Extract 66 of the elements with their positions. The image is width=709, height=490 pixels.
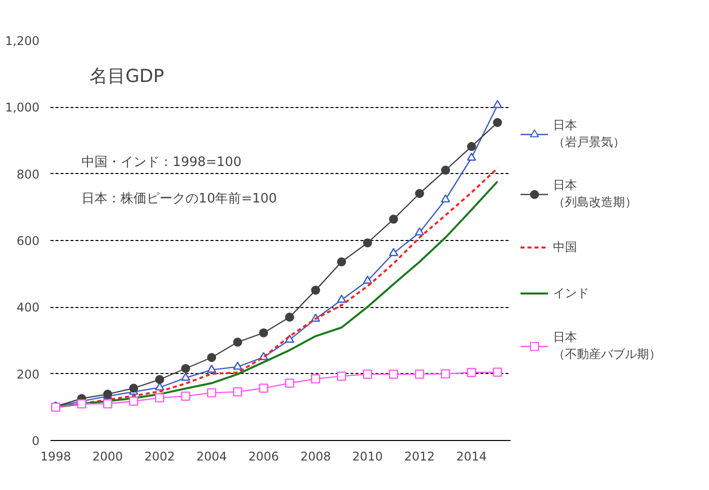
point — [440, 369, 450, 378]
y-tick-label: 600 — [16, 234, 40, 248]
point — [493, 118, 502, 127]
point — [492, 100, 502, 108]
annotation: 日本：株価ピークの10年前=100 — [82, 192, 277, 206]
point — [440, 194, 450, 202]
x-tick-label: 2014 — [456, 450, 487, 464]
point — [259, 328, 268, 338]
point — [311, 286, 320, 295]
point — [388, 248, 398, 256]
legend-label: 日本（不動産バブル期） — [553, 329, 661, 363]
point — [362, 276, 372, 284]
x-tick-label: 1998 — [40, 450, 71, 464]
point — [129, 396, 138, 406]
point — [181, 364, 190, 373]
y-tick-label: 200 — [16, 367, 40, 382]
point — [233, 338, 242, 347]
legend-label: 日本（列島改造期） — [553, 177, 637, 211]
point — [466, 152, 476, 161]
x-tick-label: 2004 — [196, 450, 227, 464]
point — [466, 368, 476, 378]
x-tick-label: 2006 — [248, 450, 279, 464]
point — [103, 399, 112, 408]
legend-label: 日本（岩戸景気） — [553, 117, 625, 151]
point — [414, 227, 424, 236]
point — [362, 370, 372, 379]
point — [415, 189, 424, 198]
x-tick-label: 2000 — [92, 450, 123, 464]
point — [337, 257, 346, 266]
y-tick-label: 1,200 — [5, 34, 40, 48]
point — [233, 362, 242, 370]
point — [310, 374, 320, 384]
point — [233, 387, 242, 396]
annotation: 中国・インド：1998=100 — [82, 154, 242, 170]
point — [336, 372, 346, 381]
point — [155, 375, 164, 384]
y-tick-label: 800 — [16, 167, 40, 182]
x-tick-label: 2010 — [352, 450, 383, 464]
x-tick-label: 2008 — [300, 450, 331, 464]
point — [336, 294, 346, 303]
point — [467, 142, 476, 151]
y-tick-label: 400 — [16, 300, 40, 315]
point — [284, 378, 294, 388]
point — [207, 353, 216, 362]
point — [414, 370, 424, 379]
point — [181, 392, 190, 401]
legend-label: 中国 — [553, 238, 577, 256]
point — [492, 368, 502, 377]
x-tick-label: 2012 — [404, 450, 435, 464]
point — [207, 388, 216, 398]
x-tick-label: 2002 — [144, 450, 175, 464]
legend-label: インド — [553, 284, 589, 302]
point — [207, 364, 216, 373]
point — [155, 393, 164, 402]
point — [285, 312, 294, 322]
point — [181, 372, 190, 381]
y-tick-label: 1,000 — [5, 100, 40, 115]
point — [389, 214, 398, 224]
text: 名目GDP — [89, 66, 164, 88]
point — [129, 384, 138, 393]
point — [259, 384, 268, 393]
y-tick-label: 0 — [32, 434, 40, 448]
point — [388, 370, 398, 379]
point — [77, 399, 86, 408]
point — [441, 166, 450, 175]
point — [363, 238, 372, 248]
